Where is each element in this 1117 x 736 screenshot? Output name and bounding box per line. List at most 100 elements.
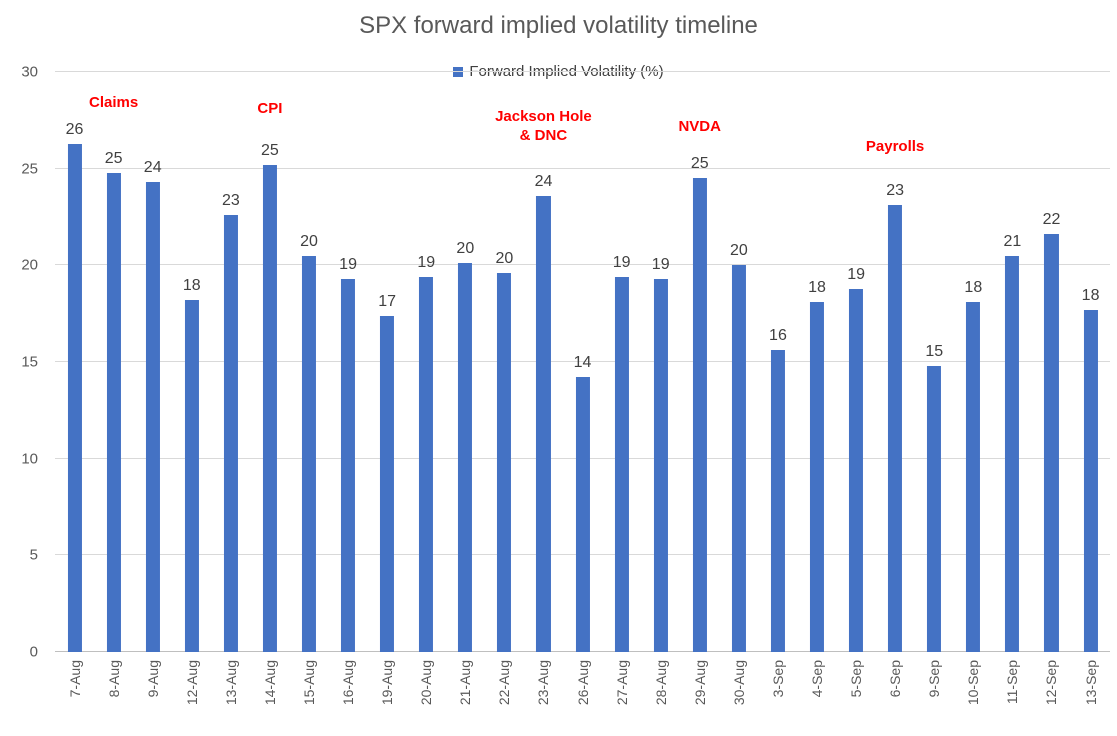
x-axis-tick-label: 19-Aug [379,660,396,706]
x-tick-slot: 20-Aug [407,660,446,736]
x-tick-slot: 8-Aug [94,660,133,736]
x-axis-tick-label: 16-Aug [340,660,357,706]
bar-column: 18 [797,72,836,652]
bar-23-Aug [536,195,551,652]
bar-column: 24 [133,72,172,652]
x-axis-tick-label: 21-Aug [457,660,474,706]
bar-column: 19 [641,72,680,652]
bar-column: 20 [446,72,485,652]
y-axis-tick-label: 5 [29,546,38,564]
bar-value-label: 18 [964,279,983,297]
x-tick-slot: 14-Aug [250,660,289,736]
bar-30-Aug [731,265,746,652]
bar-value-label: 24 [143,159,162,177]
x-axis-tick-label: 11-Sep [1004,660,1021,705]
bar-value-label: 23 [886,182,905,200]
x-tick-slot: 16-Aug [329,660,368,736]
x-axis-tick-label: 13-Sep [1082,660,1099,706]
x-tick-slot: 19-Aug [368,660,407,736]
bar-21-Aug [458,263,473,652]
x-tick-slot: 13-Sep [1071,660,1110,736]
annotation-jackson: Jackson Hole & DNC [495,108,592,144]
x-tick-slot: 15-Aug [289,660,328,736]
bar-column: 15 [915,72,954,652]
bar-9-Sep [927,365,942,652]
annotation-nvda: NVDA [678,118,721,135]
bar-value-label: 14 [573,354,592,372]
x-axis-tick-label: 26-Aug [574,660,591,706]
bar-column: 20 [719,72,758,652]
y-axis-tick-label: 20 [21,256,38,274]
x-tick-slot: 23-Aug [524,660,563,736]
y-axis: 0 5 10 15 20 25 30 [0,64,48,661]
bar-column: 18 [954,72,993,652]
x-tick-slot: 26-Aug [563,660,602,736]
bar-16-Aug [341,278,356,652]
x-tick-slot: 7-Aug [55,660,94,736]
bar-19-Aug [380,315,395,652]
bar-value-label: 17 [378,292,397,310]
bar-12-Aug [184,300,199,652]
x-axis-tick-label: 12-Aug [183,660,200,706]
bar-11-Sep [1005,255,1020,652]
x-tick-slot: 12-Sep [1032,660,1071,736]
bar-29-Aug [692,178,707,652]
bar-4-Sep [809,302,825,652]
x-axis-tick-label: 27-Aug [613,660,630,706]
x-tick-slot: 10-Sep [954,660,993,736]
bar-column: 25 [680,72,719,652]
bar-22-Aug [497,273,512,652]
bar-6-Sep [888,205,903,652]
bar-column: 19 [602,72,641,652]
y-axis-tick-label: 30 [21,63,38,81]
bar-column: 23 [876,72,915,652]
bar-column: 20 [289,72,328,652]
bar-column: 26 [55,72,94,652]
bar-column: 20 [485,72,524,652]
x-axis-tick-label: 29-Aug [691,660,708,706]
y-axis-tick-label: 10 [21,450,38,468]
bar-column: 19 [329,72,368,652]
bar-3-Sep [770,350,785,652]
gridline [55,361,1110,362]
x-tick-slot: 30-Aug [719,660,758,736]
bar-value-label: 16 [769,327,787,345]
bar-column: 18 [1071,72,1110,652]
x-axis-tick-label: 22-Aug [496,660,513,706]
bar-column: 25 [250,72,289,652]
bar-value-label: 20 [300,232,318,250]
bar-value-label: 20 [495,250,514,268]
x-axis-tick-label: 13-Aug [222,660,239,706]
bar-14-Aug [262,164,277,652]
bar-9-Aug [145,182,160,652]
bar-value-label: 19 [847,265,865,283]
gridline [55,167,1110,169]
x-axis-tick-label: 23-Aug [535,660,552,706]
bar-26-Aug [575,377,590,652]
x-tick-slot: 22-Aug [485,660,524,736]
y-axis-tick-label: 15 [21,353,38,371]
annotation-cpi: CPI [257,100,283,117]
bar-10-Sep [966,302,981,652]
x-axis-tick-label: 10-Sep [965,660,982,706]
x-tick-slot: 13-Aug [211,660,250,736]
x-axis-tick-label: 9-Aug [144,660,161,698]
bar-value-label: 19 [417,253,436,271]
x-tick-slot: 9-Aug [133,660,172,736]
x-tick-slot: 12-Aug [172,660,211,736]
x-tick-slot: 21-Aug [446,660,485,736]
bar-column: 17 [368,72,407,652]
bar-column: 24 [524,72,563,652]
x-axis-tick-label: 8-Aug [105,660,122,698]
x-axis-tick-label: 28-Aug [652,660,669,706]
annotation-claims: Claims [89,94,139,111]
x-tick-slot: 3-Sep [758,660,797,736]
bar-value-label: 19 [651,255,670,273]
x-axis-tick-label: 9-Sep [926,660,943,698]
x-tick-slot: 28-Aug [641,660,680,736]
bar-28-Aug [653,278,668,652]
bar-8-Aug [106,172,121,652]
x-axis-tick-label: 15-Aug [301,660,317,706]
gridline [55,264,1110,266]
bar-20-Aug [419,276,434,652]
